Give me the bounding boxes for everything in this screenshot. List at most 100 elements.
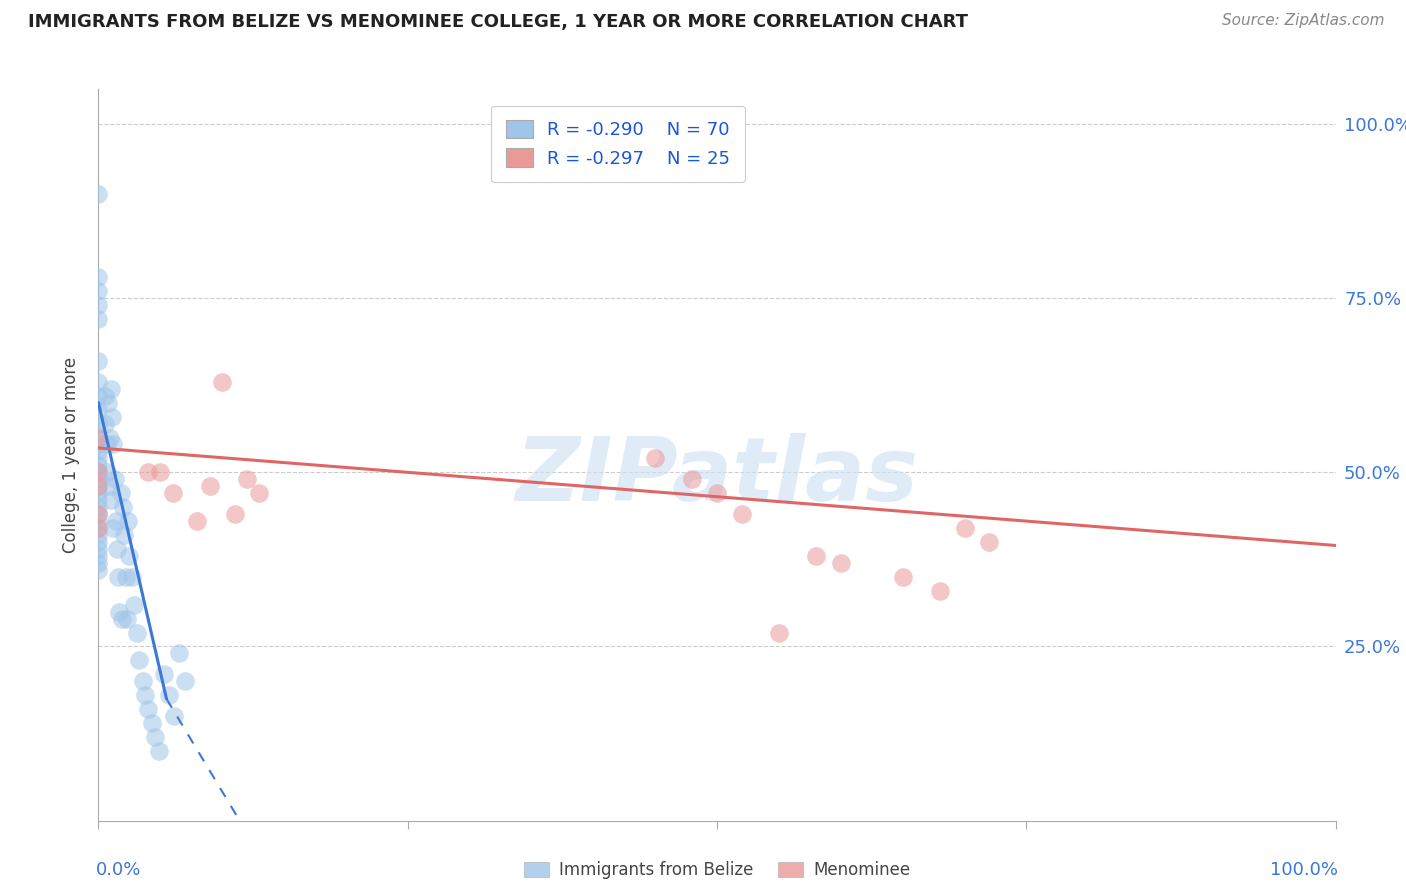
Point: [163, 709, 186, 723]
Text: 0.0%: 0.0%: [96, 861, 142, 879]
Text: IMMIGRANTS FROM BELIZE VS MENOMINEE COLLEGE, 1 YEAR OR MORE CORRELATION CHART: IMMIGRANTS FROM BELIZE VS MENOMINEE COLL…: [28, 13, 969, 31]
Point: [121, 570, 143, 584]
Point: [87, 437, 110, 451]
Point: [104, 514, 127, 528]
Point: [87, 514, 110, 528]
Point: [681, 472, 703, 486]
Point: [101, 409, 124, 424]
Point: [103, 472, 125, 486]
Y-axis label: College, 1 year or more: College, 1 year or more: [62, 357, 80, 553]
Point: [97, 395, 120, 409]
Point: [87, 312, 110, 326]
Point: [153, 667, 176, 681]
Point: [125, 625, 148, 640]
Point: [804, 549, 827, 563]
Text: 100.0%: 100.0%: [1270, 861, 1339, 879]
Point: [143, 730, 166, 744]
Point: [87, 549, 110, 563]
Point: [706, 486, 728, 500]
Point: [105, 541, 128, 556]
Point: [87, 389, 110, 403]
Point: [87, 458, 110, 473]
Point: [134, 688, 156, 702]
Point: [87, 507, 110, 521]
Point: [87, 541, 110, 556]
Point: [103, 437, 125, 451]
Point: [87, 444, 110, 458]
Point: [979, 535, 1001, 549]
Point: [124, 598, 146, 612]
Point: [108, 605, 131, 619]
Point: [87, 354, 110, 368]
Point: [87, 451, 110, 466]
Point: [87, 472, 110, 486]
Point: [141, 716, 163, 731]
Point: [247, 486, 270, 500]
Point: [96, 437, 118, 451]
Point: [87, 521, 110, 535]
Point: [87, 486, 110, 500]
Point: [114, 570, 136, 584]
Point: [128, 653, 150, 667]
Point: [87, 500, 110, 515]
Point: [87, 466, 110, 480]
Point: [111, 612, 134, 626]
Point: [953, 521, 976, 535]
Point: [891, 570, 914, 584]
Point: [87, 375, 110, 389]
Point: [112, 528, 135, 542]
Point: [830, 556, 852, 570]
Point: [87, 493, 110, 508]
Point: [98, 430, 121, 444]
Legend: Immigrants from Belize, Menominee: Immigrants from Belize, Menominee: [517, 855, 917, 886]
Point: [96, 466, 118, 480]
Point: [103, 521, 125, 535]
Point: [87, 535, 110, 549]
Point: [87, 479, 110, 493]
Point: [87, 521, 110, 535]
Point: [731, 507, 754, 521]
Point: [87, 298, 110, 312]
Point: [87, 417, 110, 431]
Point: [118, 549, 141, 563]
Point: [87, 528, 110, 542]
Point: [167, 647, 190, 661]
Point: [87, 556, 110, 570]
Point: [768, 625, 790, 640]
Point: [117, 514, 139, 528]
Point: [186, 514, 208, 528]
Point: [107, 570, 129, 584]
Point: [93, 389, 115, 403]
Point: [87, 479, 110, 493]
Point: [644, 451, 666, 466]
Point: [157, 688, 180, 702]
Point: [174, 674, 197, 689]
Point: [87, 563, 110, 577]
Text: Source: ZipAtlas.com: Source: ZipAtlas.com: [1222, 13, 1385, 29]
Point: [149, 466, 172, 480]
Point: [93, 417, 115, 431]
Point: [100, 493, 122, 508]
Point: [148, 744, 170, 758]
Point: [112, 500, 135, 515]
Point: [928, 583, 950, 598]
Point: [236, 472, 259, 486]
Point: [87, 430, 110, 444]
Point: [87, 284, 110, 298]
Point: [136, 466, 159, 480]
Point: [115, 612, 138, 626]
Point: [87, 430, 110, 444]
Point: [198, 479, 221, 493]
Point: [87, 270, 110, 285]
Point: [98, 479, 121, 493]
Point: [136, 702, 159, 716]
Point: [87, 402, 110, 417]
Point: [132, 674, 155, 689]
Point: [87, 186, 110, 201]
Text: ZIPatlas: ZIPatlas: [516, 434, 918, 520]
Point: [162, 486, 184, 500]
Point: [211, 375, 233, 389]
Point: [87, 466, 110, 480]
Point: [100, 382, 122, 396]
Point: [87, 507, 110, 521]
